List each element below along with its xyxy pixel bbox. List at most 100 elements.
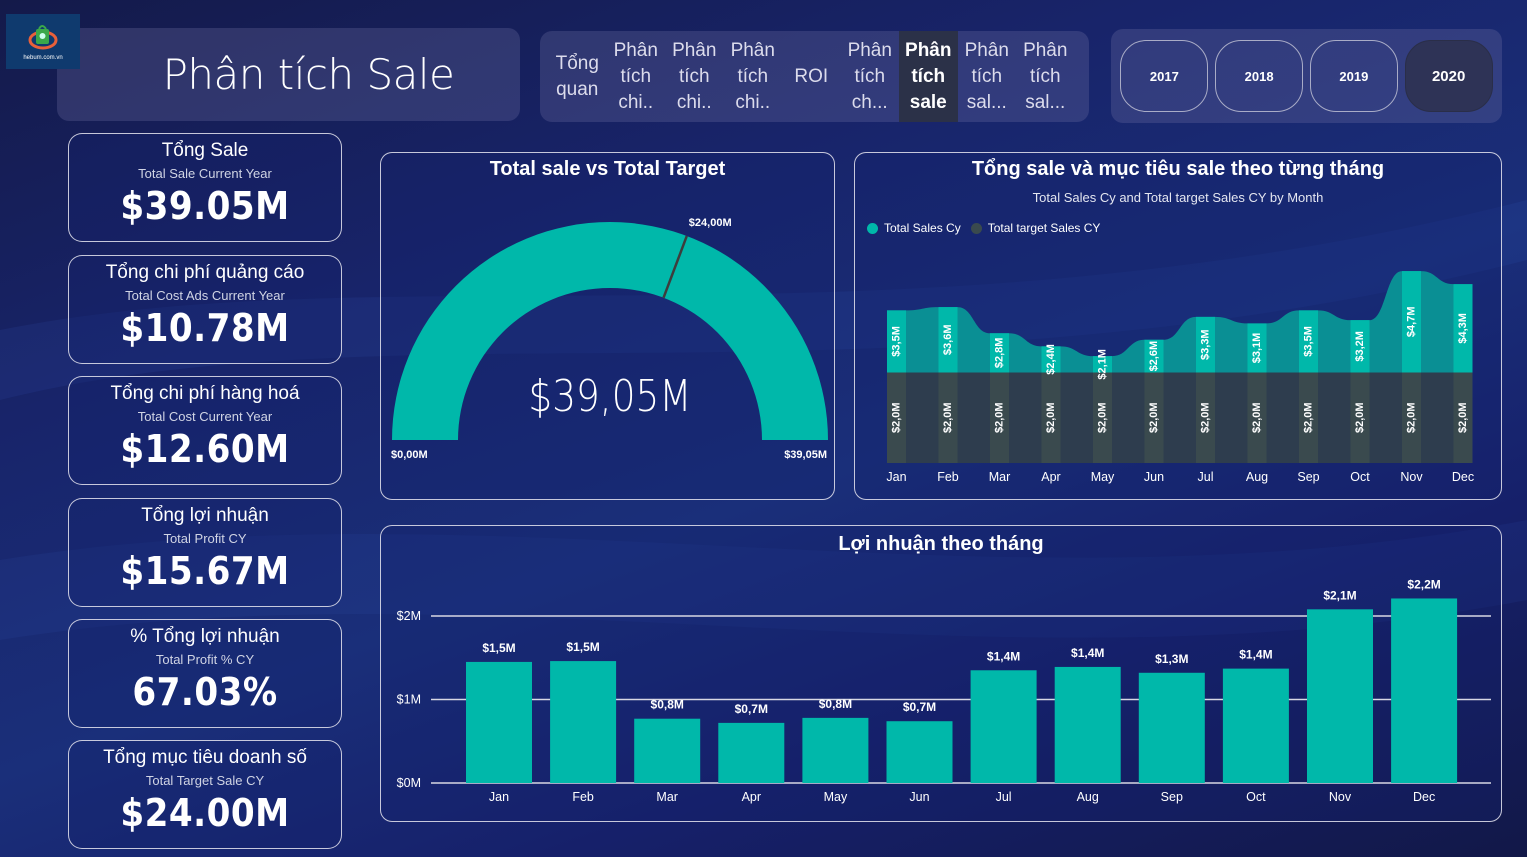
x-axis-label: Jun: [1144, 470, 1164, 484]
target-data-label: $2,0M: [1303, 402, 1315, 433]
nav-tab-2[interactable]: Phân tích chi..: [672, 39, 717, 113]
nav-tab-3[interactable]: Phân tích chi..: [730, 39, 775, 113]
bar-data-label: $2,2M: [1407, 577, 1440, 591]
target-bar[interactable]: [1144, 372, 1164, 463]
nav-tab-8[interactable]: Phân tích sal...: [1023, 39, 1068, 113]
profit-bar[interactable]: [886, 721, 953, 783]
sales-data-label: $3,1M: [1251, 333, 1263, 364]
gauge-target-label: $24,00M: [689, 217, 732, 229]
nav-tab-0[interactable]: Tổng quan: [555, 52, 599, 100]
x-axis-label: Jul: [996, 790, 1012, 804]
kpi-title: Tổng mục tiêu doanh số: [103, 747, 307, 768]
ribbon-title: Tổng sale và mục tiêu sale theo từng thá…: [971, 158, 1385, 180]
sales-data-label: $3,5M: [1303, 326, 1315, 357]
target-bar[interactable]: [1453, 372, 1473, 463]
kpi-subtitle: Total Cost Ads Current Year: [125, 288, 285, 303]
target-data-label: $2,0M: [1251, 402, 1263, 433]
x-axis-label: Sep: [1161, 790, 1183, 804]
nav-tab-1[interactable]: Phân tích chi..: [613, 39, 658, 113]
year-button-2019[interactable]: 2019: [1309, 40, 1398, 112]
profit-bar[interactable]: [550, 661, 617, 783]
sales-bar[interactable]: [1247, 323, 1267, 373]
sales-data-label: $2,6M: [1148, 341, 1160, 372]
kpi-title: Tổng chi phí hàng hoá: [110, 383, 300, 404]
kpi-value: $24.00M: [120, 791, 290, 835]
gauge-max-label: $39,05M: [784, 449, 827, 461]
bar-data-label: $0,8M: [819, 697, 852, 711]
legend-label-target[interactable]: Total target Sales CY: [987, 221, 1101, 235]
profit-bar[interactable]: [466, 661, 532, 783]
sales-bar[interactable]: [1144, 339, 1164, 373]
x-axis-label: Apr: [742, 790, 761, 804]
nav-tab-5[interactable]: Phân tích ch...: [847, 39, 892, 113]
profit-bar[interactable]: [1307, 609, 1373, 783]
target-bar[interactable]: [1093, 372, 1112, 463]
sales-bar[interactable]: [1350, 320, 1370, 373]
x-axis-label: Oct: [1350, 470, 1370, 484]
kpi-title: Tổng Sale: [161, 140, 249, 161]
bar-data-label: $0,8M: [651, 698, 684, 712]
target-data-label: $2,0M: [1148, 402, 1160, 433]
logo: hebum.com.vn: [6, 14, 80, 69]
x-axis-label: May: [1091, 470, 1115, 484]
page-title-panel: Phân tích Sale: [57, 28, 520, 121]
nav-tab-6[interactable]: Phân tích sale: [899, 31, 958, 122]
profit-bar[interactable]: [802, 717, 869, 783]
sales-bar[interactable]: [938, 307, 958, 373]
profit-bar[interactable]: [970, 670, 1037, 783]
year-button-2020[interactable]: 2020: [1404, 40, 1493, 112]
target-bar[interactable]: [887, 372, 906, 463]
x-axis-label: Apr: [1041, 470, 1060, 484]
target-data-label: $2,0M: [1354, 402, 1366, 433]
target-bar[interactable]: [1247, 372, 1267, 463]
kpi-title: Tổng lợi nhuận: [141, 505, 269, 526]
kpi-subtitle: Total Cost Current Year: [137, 409, 273, 424]
monthly-profit-card: Lợi nhuận theo tháng $0M $1M $2M $1,5M Jan $1…: [380, 525, 1502, 822]
sales-bar[interactable]: [887, 310, 906, 373]
sales-bar[interactable]: [1299, 310, 1318, 373]
profit-bar[interactable]: [1054, 666, 1121, 783]
x-axis-label: Oct: [1246, 790, 1266, 804]
sales-data-label: $3,2M: [1354, 331, 1366, 362]
sales-bar[interactable]: [990, 333, 1009, 373]
profit-bar[interactable]: [1138, 672, 1205, 783]
target-data-label: $2,0M: [1097, 402, 1109, 433]
sales-bar[interactable]: [1041, 346, 1061, 373]
nav-tab-7[interactable]: Phân tích sal...: [964, 39, 1009, 113]
target-bar[interactable]: [938, 372, 958, 463]
ribbon-subtitle: Total Sales Cy and Total target Sales CY…: [1032, 190, 1324, 205]
legend-dot-target: [970, 222, 982, 234]
target-bar[interactable]: [1350, 372, 1370, 463]
target-bar[interactable]: [1402, 372, 1421, 463]
nav-tab-4[interactable]: ROI: [794, 65, 829, 87]
target-bar[interactable]: [1196, 372, 1215, 463]
kpi-value: $12.60M: [120, 427, 290, 471]
bar-data-label: $1,3M: [1155, 652, 1188, 666]
sales-data-label: $2,8M: [994, 338, 1006, 369]
legend-dot-sales: [867, 222, 878, 234]
profit-bar[interactable]: [718, 722, 785, 783]
year-button-2018[interactable]: 2018: [1215, 40, 1304, 112]
legend-label-sales[interactable]: Total Sales Cy: [884, 221, 961, 235]
target-bar[interactable]: [990, 372, 1009, 463]
x-axis-label: May: [824, 790, 848, 804]
profit-bar[interactable]: [1222, 668, 1289, 783]
sales-bar[interactable]: [1402, 271, 1421, 373]
kpi-subtitle: Total Profit CY: [163, 531, 247, 546]
target-bar[interactable]: [1299, 372, 1318, 463]
sales-bar[interactable]: [1453, 284, 1473, 373]
bar-data-label: $2,1M: [1323, 588, 1356, 602]
profit-bar[interactable]: [1391, 598, 1458, 783]
sales-bar[interactable]: [1093, 356, 1112, 373]
y-axis-label: $1M: [397, 693, 421, 707]
profit-bar-chart: $0M $1M $2M $1,5M Jan $1,5M Feb $0,8M Mar $0,7M Ap…: [397, 577, 1491, 804]
profit-bar[interactable]: [634, 718, 701, 783]
kpi-value: 67.03%: [132, 670, 278, 714]
year-button-2017[interactable]: 2017: [1120, 40, 1209, 112]
sales-bar[interactable]: [1196, 316, 1215, 373]
target-data-label: $2,0M: [1406, 402, 1418, 433]
target-bar[interactable]: [1041, 372, 1061, 463]
page-navigation: Tổng quan Phân tích chi.. Phân tích chi.. P…: [540, 31, 1089, 122]
bar-data-label: $0,7M: [903, 700, 936, 714]
x-axis-label: Nov: [1329, 790, 1352, 804]
